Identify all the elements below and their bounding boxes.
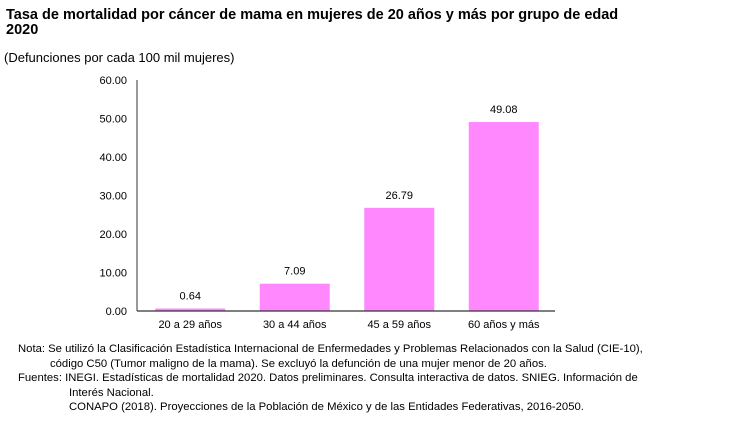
y-tick-label: 40.00 [99,152,127,164]
y-tick-label: 0.00 [106,306,127,318]
bar [155,308,226,311]
data-label: 7.09 [284,266,305,278]
x-tick-label: 20 a 29 años [158,319,222,331]
sources-line: Fuentes: INEGI. Estadísticas de mortalid… [18,372,638,384]
note-line: código C50 (Tumor maligno de la mama). S… [50,357,547,370]
x-tick-label: 45 a 59 años [367,319,431,331]
bar [364,207,435,311]
chart-notes: Nota: Se utilizó la Clasificación Estadí… [18,342,643,415]
x-tick-label: 60 años y más [468,319,540,331]
title-line-2: 2020 [6,22,39,38]
note-line: Nota: Se utilizó la Clasificación Estadí… [18,343,643,355]
title-line-1: Tasa de mortalidad por cáncer de mama en… [6,7,619,23]
data-label: 26.79 [385,190,413,202]
y-tick-label: 60.00 [99,75,127,87]
y-tick-label: 20.00 [99,229,127,241]
bar [468,122,539,312]
y-tick-label: 10.00 [99,268,127,280]
bar [259,283,330,311]
data-label: 49.08 [490,104,518,116]
sources-line: Interés Nacional. [69,386,154,399]
y-tick-label: 30.00 [99,191,127,203]
y-tick-label: 50.00 [99,114,127,126]
data-label: 0.64 [180,291,201,303]
chart-title: Tasa de mortalidad por cáncer de mama en… [6,8,746,38]
chart-subtitle: (Defunciones por cada 100 mil mujeres) [4,50,235,65]
sources-line: CONAPO (2018). Proyecciones de la Poblac… [69,401,584,413]
x-tick-label: 30 a 44 años [263,319,327,331]
